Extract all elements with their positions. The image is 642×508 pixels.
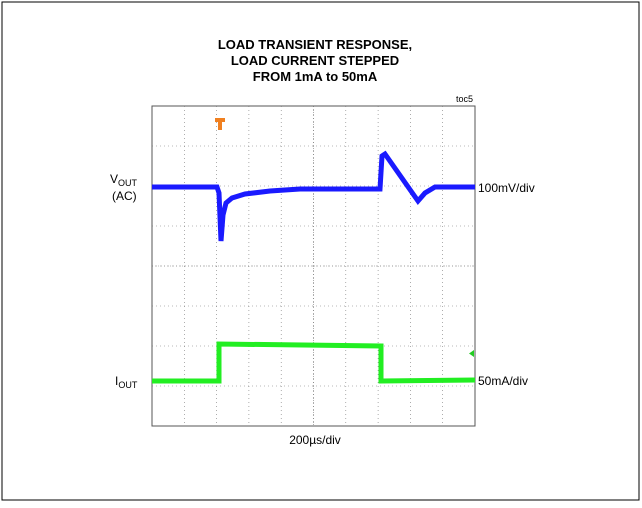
title-line: LOAD CURRENT STEPPED — [231, 53, 399, 68]
title-line: LOAD TRANSIENT RESPONSE, — [218, 37, 412, 52]
vout-trace — [152, 150, 475, 242]
time-scale: 200µs/div — [289, 433, 341, 447]
iout-label: IOUT — [115, 374, 138, 390]
title-line: FROM 1mA to 50mA — [253, 69, 378, 84]
scope-screen — [151, 105, 476, 427]
ch2-scale: 50mA/div — [478, 374, 528, 388]
trigger-level-marker — [469, 350, 474, 357]
iout-sub: OUT — [118, 380, 138, 390]
iout-name: I — [115, 374, 118, 388]
vout-sub: OUT — [118, 178, 138, 188]
figure-id: toc5 — [456, 94, 473, 104]
ch1-scale: 100mV/div — [478, 181, 535, 195]
vout-name: V — [110, 172, 118, 186]
coupling-label: (AC) — [112, 189, 137, 203]
iout-trace — [152, 341, 476, 384]
vout-label: VOUT — [110, 172, 138, 188]
trigger-marker — [215, 118, 225, 130]
